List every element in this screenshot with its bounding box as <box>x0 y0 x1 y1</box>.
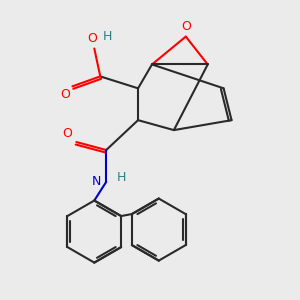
Text: H: H <box>117 171 126 184</box>
Text: H: H <box>102 30 112 43</box>
Text: O: O <box>181 20 191 33</box>
Text: N: N <box>92 175 101 188</box>
Text: O: O <box>87 32 97 45</box>
Text: O: O <box>63 127 73 140</box>
Text: O: O <box>60 88 70 101</box>
